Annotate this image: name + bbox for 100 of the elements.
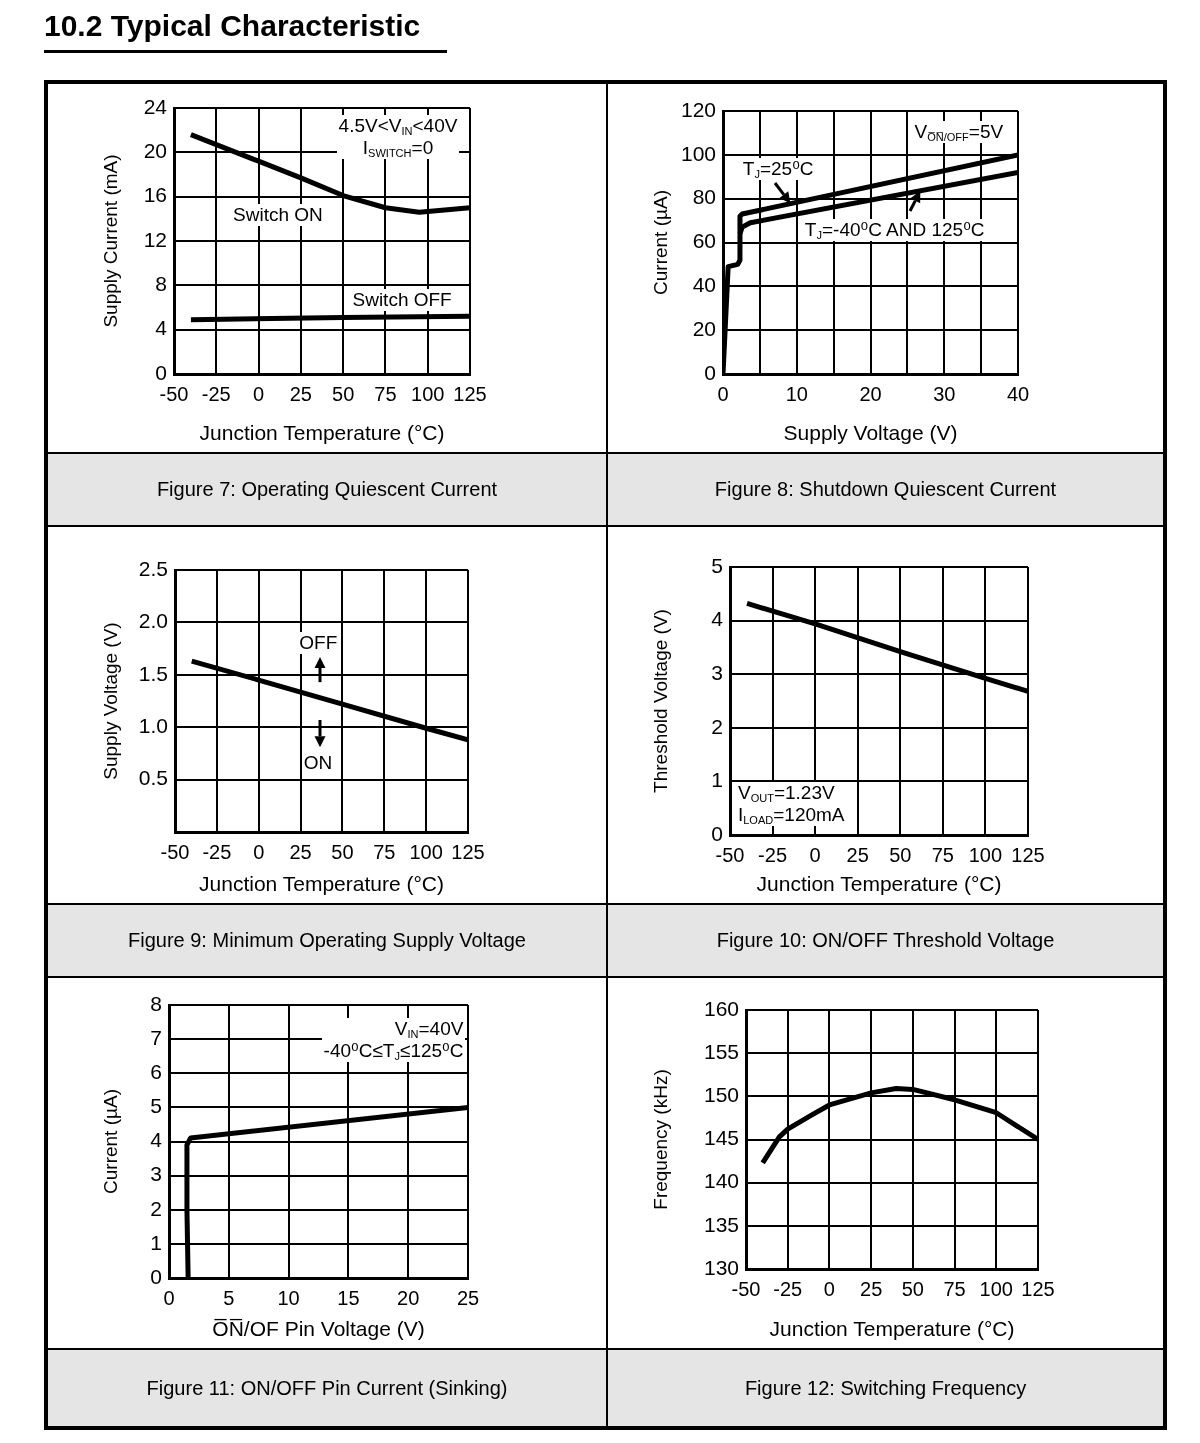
y-tick-label: 145 [703,1126,739,1150]
x-tick-label: -50 [731,1277,761,1300]
y-axis-title: Supply Current (mA) [100,154,122,328]
x-tick-label: 100 [968,843,1003,866]
y-tick-label: 120 [680,97,716,121]
y-tick-label: 2.0 [138,609,168,633]
y-tick-label: 140 [703,1169,739,1193]
y-tick-label: 2 [711,714,723,738]
y-axis-title: Supply Voltage (V) [100,622,122,780]
text: Figure 12: Switching Frequency [608,1350,1163,1426]
y-axis-title: Frequency (kHz) [650,1069,672,1210]
x-tick-label: 125 [451,840,485,863]
x-axis-title: Junction Temperature (°C) [769,1317,1015,1341]
x-tick-label: 75 [374,382,397,405]
y-tick-label: 8 [155,272,167,296]
x-tick-label: 0 [253,382,265,405]
y-tick-label: 40 [692,273,716,297]
y-tick-label: 24 [143,94,168,118]
x-tick-label: 100 [411,382,445,405]
annotation: V$_{OUT}$=1.23V [737,782,836,805]
y-tick-label: 100 [680,141,716,165]
y-tick-label: 1 [711,768,723,792]
x-tick-label: 125 [453,382,487,405]
x-tick-label: 40 [1006,382,1030,405]
x-tick-label: -50 [159,382,189,405]
y-tick-label: 2.5 [138,556,168,580]
annotation: V$_{O̅N̅/OFF}$=5V [914,120,1004,144]
y-tick-label: 4 [155,316,168,340]
x-tick-label: 25 [289,840,312,863]
y-tick-label: 20 [692,316,716,340]
x-axis-title: Junction Temperature (°C) [199,872,444,896]
y-axis-title: Current (µA) [650,190,672,295]
x-tick-label: -25 [201,382,231,405]
x-tick-label: 30 [933,382,956,405]
text: 10.2 Typical Characteristic [44,8,447,53]
x-axis-title: Junction Temperature (°C) [756,872,1002,896]
y-tick-label: 20 [143,139,167,163]
x-tick-label: 75 [373,840,396,863]
x-tick-label: 0 [809,843,821,866]
x-tick-label: -25 [773,1277,803,1300]
x-tick-label: -50 [715,843,745,866]
x-tick-label: 20 [397,1286,420,1309]
y-tick-label: 0 [711,821,723,845]
x-tick-label: -25 [758,843,788,866]
y-tick-label: 130 [703,1255,739,1279]
annotation: V$_{IN}$=40V [393,1017,464,1041]
y-tick-label: 0 [155,360,167,384]
annotation: -40⁰C≤T$_{J}$≤125⁰C [323,1039,464,1063]
y-tick-label: 16 [143,183,167,207]
x-tick-label: 100 [979,1277,1013,1300]
series-label: Switch OFF [350,288,454,311]
y-tick-label: 4 [150,1128,163,1152]
x-tick-label: 10 [277,1286,300,1309]
y-tick-label: 6 [150,1060,162,1084]
y-tick-label: 80 [692,185,716,209]
x-tick-label: 10 [785,382,808,405]
y-tick-label: 2 [150,1196,162,1220]
y-tick-label: 4 [711,607,724,631]
x-tick-label: 75 [931,843,954,866]
y-tick-label: 1.0 [138,714,168,737]
x-tick-label: 50 [901,1277,924,1300]
y-tick-label: 3 [150,1162,162,1186]
y-tick-label: 5 [150,1094,162,1118]
y-tick-label: 60 [692,229,716,253]
x-tick-label: -25 [202,840,232,863]
y-tick-label: 12 [143,227,167,251]
x-tick-label: 0 [253,840,265,863]
legend-label: T$_{J}$=-40⁰C AND 125⁰C [802,219,987,242]
x-tick-label: 25 [860,1277,883,1300]
annotation: I$_{LOAD}$=120mA [737,804,845,827]
y-tick-label: 0 [704,360,716,384]
x-tick-label: 50 [332,382,355,405]
x-tick-label: -50 [160,840,190,863]
y-tick-label: 150 [703,1083,739,1107]
annotation: ON [303,751,333,774]
x-tick-label: 125 [1011,843,1045,866]
x-tick-label: 25 [456,1286,480,1309]
x-tick-label: 125 [1021,1277,1055,1300]
text: Figure 9: Minimum Operating Supply Voltage [48,905,606,976]
annotation: I$_{SWITCH}$=0 [361,136,435,159]
x-tick-label: 25 [846,843,869,866]
annotation: OFF [299,632,338,655]
y-tick-label: 8 [150,991,162,1015]
y-tick-label: 160 [703,996,739,1020]
y-tick-label: 1.5 [138,661,168,685]
y-tick-label: 7 [150,1025,162,1049]
x-tick-label: 75 [943,1277,966,1300]
y-tick-label: 155 [703,1039,739,1063]
text: Figure 7: Operating Quiescent Current [48,454,606,525]
series-label: T$_{J}$=25⁰C [740,158,816,181]
x-tick-label: 15 [337,1286,360,1309]
x-tick-label: 100 [409,840,443,863]
x-tick-label: 0 [823,1277,835,1300]
y-tick-label: 135 [703,1212,739,1236]
x-axis-title: O̅N̅/OF Pin Voltage (V) [212,1317,425,1341]
annotation: 4.5V<V$_{IN}$<40V [338,114,458,137]
x-tick-label: 50 [331,840,354,863]
x-tick-label: 20 [859,382,882,405]
y-tick-label: 3 [711,661,723,684]
text: Figure 10: ON/OFF Threshold Voltage [608,905,1163,976]
